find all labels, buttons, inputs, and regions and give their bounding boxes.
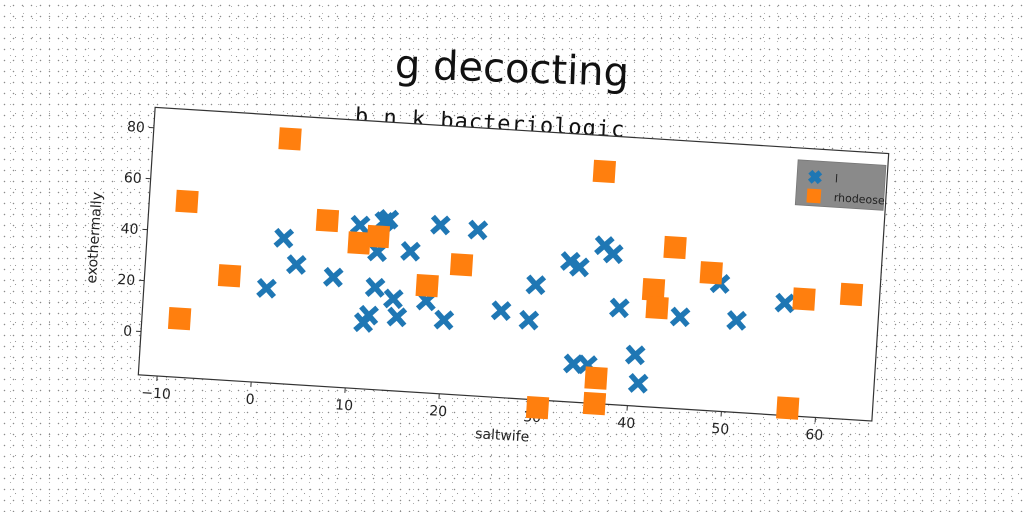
data-point-square-marker	[278, 127, 302, 151]
data-point-square-marker	[839, 282, 864, 307]
data-point-square-marker	[217, 264, 242, 288]
data-point-x-marker	[669, 306, 691, 328]
x-marker-stroke	[627, 373, 649, 393]
x-marker-stroke	[525, 275, 547, 295]
data-point-square-marker	[315, 208, 340, 233]
x-marker-stroke	[624, 345, 646, 365]
data-point-x-marker	[364, 277, 386, 298]
y-tick-label: 0	[123, 323, 133, 340]
legend-marker-square	[806, 188, 822, 204]
x-marker-stroke	[560, 251, 581, 271]
x-marker-stroke	[364, 277, 386, 297]
y-tick-label: 20	[117, 272, 136, 289]
data-point-square-marker	[663, 235, 687, 260]
x-marker-stroke	[322, 267, 344, 287]
data-point-x-marker	[569, 256, 590, 278]
x-marker-stroke	[386, 307, 408, 327]
x-axis-label: saltwife	[475, 426, 530, 445]
x-marker-stroke	[518, 310, 540, 330]
data-point-x-marker	[490, 300, 512, 322]
x-tick-label: 50	[711, 421, 730, 438]
data-point-x-marker	[467, 219, 489, 241]
data-point-x-marker	[256, 277, 277, 299]
data-point-square-marker	[645, 296, 669, 320]
y-tick-label: 40	[120, 221, 139, 238]
data-point-x-marker	[774, 292, 796, 314]
data-point-x-marker	[358, 304, 379, 326]
data-point-square-marker	[592, 159, 616, 184]
data-point-square-marker	[792, 287, 816, 311]
x-marker-stroke	[577, 355, 598, 375]
x-marker-stroke	[467, 220, 489, 240]
data-point-square-marker	[582, 391, 607, 416]
data-point-x-marker	[726, 310, 747, 331]
legend-label: l	[835, 172, 839, 185]
x-marker-stroke	[286, 255, 307, 275]
x-marker-stroke	[400, 241, 421, 261]
data-point-x-marker	[386, 306, 408, 328]
x-tick-label: 60	[805, 427, 824, 444]
x-marker-stroke	[569, 257, 590, 277]
x-marker-stroke	[433, 310, 455, 330]
y-tick-label: 60	[123, 170, 142, 187]
x-marker-stroke	[382, 289, 404, 309]
legend-marker-x	[807, 169, 823, 185]
data-point-x-marker	[624, 344, 646, 366]
x-marker-stroke	[490, 301, 512, 321]
x-marker-stroke	[349, 215, 371, 235]
data-point-square-marker	[175, 189, 199, 214]
x-marker-stroke	[378, 209, 400, 229]
data-point-x-marker	[378, 208, 400, 230]
x-tick-label: 20	[429, 403, 448, 420]
y-axis-label: exothermally	[84, 192, 106, 284]
data-point-square-marker	[525, 395, 550, 420]
data-point-x-marker	[627, 372, 649, 394]
x-marker-stroke	[807, 170, 823, 184]
x-marker-stroke	[602, 244, 624, 264]
data-point-square-marker	[167, 306, 192, 331]
data-point-x-marker	[433, 309, 455, 331]
legend: l rhodeose	[794, 159, 887, 211]
data-point-x-marker	[349, 214, 371, 236]
data-point-x-marker	[322, 266, 344, 288]
data-point-x-marker	[286, 254, 307, 275]
x-marker-stroke	[358, 305, 379, 325]
plot-area	[137, 106, 890, 422]
x-marker-stroke	[430, 215, 451, 235]
x-marker-stroke	[273, 228, 295, 248]
data-point-square-marker	[449, 253, 474, 277]
x-marker-stroke	[594, 236, 615, 256]
x-marker-stroke	[256, 278, 277, 298]
data-point-square-marker	[415, 273, 439, 298]
data-point-square-marker	[641, 277, 666, 302]
legend-label: rhodeose	[833, 191, 885, 207]
x-marker-stroke	[609, 298, 630, 318]
x-marker-stroke	[669, 307, 691, 327]
data-point-x-marker	[273, 227, 295, 249]
data-point-x-marker	[525, 274, 547, 296]
data-point-square-marker	[347, 231, 371, 255]
data-point-square-marker	[366, 224, 391, 249]
data-point-square-marker	[776, 396, 800, 420]
data-point-x-marker	[602, 243, 624, 265]
data-point-x-marker	[430, 214, 451, 236]
data-point-square-marker	[699, 261, 723, 285]
data-point-x-marker	[609, 297, 630, 319]
x-tick-label: 0	[245, 392, 255, 409]
data-point-x-marker	[382, 288, 404, 310]
data-point-x-marker	[518, 309, 540, 331]
x-tick-label: −10	[141, 385, 171, 403]
x-tick-label: 40	[617, 415, 636, 432]
y-tick-label: 80	[127, 119, 146, 136]
x-marker-stroke	[774, 293, 796, 313]
x-marker-stroke	[726, 310, 747, 330]
x-tick-label: 10	[335, 397, 354, 414]
data-point-x-marker	[400, 241, 421, 262]
data-point-square-marker	[584, 366, 608, 390]
